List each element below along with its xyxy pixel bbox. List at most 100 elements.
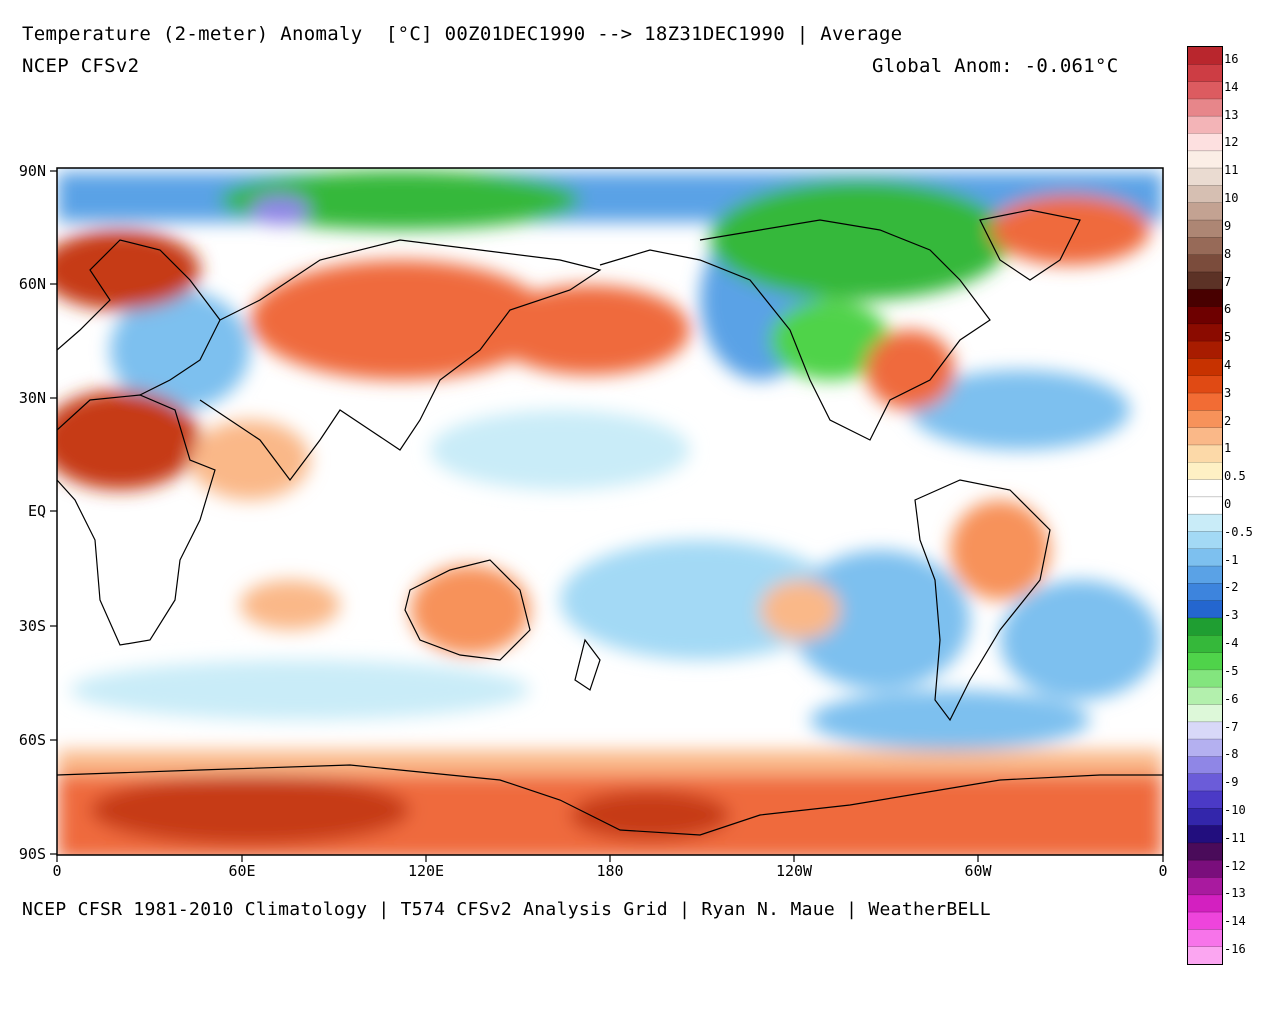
colorbar-label: 2 <box>1224 413 1232 428</box>
colorbar-label: -3 <box>1224 608 1239 623</box>
lat-tick-label: 60S <box>18 731 46 749</box>
lat-tick-label: 60N <box>18 275 46 293</box>
colorbar-label: -7 <box>1224 719 1239 734</box>
colorbar-label: 4 <box>1224 357 1232 372</box>
colorbar-swatch <box>1188 393 1222 411</box>
colorbar-swatch <box>1188 254 1222 273</box>
colorbar-label: -12 <box>1224 858 1246 873</box>
colorbar-label: 0 <box>1224 497 1232 511</box>
anomaly-field <box>57 168 1163 855</box>
colorbar-swatch <box>1188 617 1222 636</box>
colorbar-swatch <box>1188 583 1222 602</box>
colorbar-swatch <box>1188 531 1222 550</box>
lon-tick-label: 60W <box>964 862 992 880</box>
colorbar-swatch <box>1188 514 1222 532</box>
colorbar-swatch <box>1188 410 1222 429</box>
colorbar-swatch <box>1188 877 1222 896</box>
lat-tick-label: 90N <box>18 162 46 180</box>
colorbar-label: -5 <box>1224 663 1239 678</box>
lon-tick-label: 120W <box>775 862 813 880</box>
warm-region-greenland <box>990 195 1150 265</box>
colorbar-swatch <box>1188 237 1222 256</box>
colorbar-label: 0.5 <box>1224 469 1246 484</box>
coast-australia <box>404 559 531 661</box>
colorbar-swatch <box>1188 946 1222 964</box>
colorbar-label: -14 <box>1224 914 1246 929</box>
colorbar-swatch <box>1188 635 1222 654</box>
warm-region-eastern-us <box>865 330 955 410</box>
cool-region-central-pacific <box>430 410 690 490</box>
green-region-canada <box>710 180 1010 300</box>
colorbar-label: 16 <box>1224 52 1239 66</box>
model-name: NCEP CFSv2 <box>22 55 140 77</box>
colorbar-swatch <box>1188 375 1222 394</box>
colorbar-label: -0.5 <box>1224 524 1253 539</box>
colorbar-swatch <box>1188 739 1222 757</box>
credit-line: NCEP CFSR 1981-2010 Climatology | T574 C… <box>22 899 991 920</box>
colorbar-label: -8 <box>1224 747 1239 762</box>
colorbar-label: 11 <box>1224 163 1239 178</box>
lon-tick-label: 180 <box>596 862 624 880</box>
colorbar-swatch <box>1188 912 1222 930</box>
coast-new-zealand <box>574 638 601 691</box>
colorbar-label: -13 <box>1224 886 1246 901</box>
colorbar-swatch <box>1188 271 1222 290</box>
colorbar-label: 6 <box>1224 302 1232 317</box>
colorbar-swatch <box>1188 704 1222 723</box>
warm-region-sahara <box>57 390 200 490</box>
colorbar-swatch <box>1188 842 1222 861</box>
lat-tick-label: 30N <box>18 389 46 407</box>
warm-region-australia <box>410 565 530 655</box>
colorbar-swatch <box>1188 444 1222 463</box>
colorbar-swatch <box>1188 168 1222 186</box>
colorbar-label: 5 <box>1224 330 1232 345</box>
colorbar-swatch <box>1188 756 1222 775</box>
colorbar-label: -4 <box>1224 636 1239 651</box>
colorbar-swatch <box>1188 825 1222 844</box>
colorbar-swatch <box>1188 427 1222 446</box>
colorbar-swatch <box>1188 341 1222 359</box>
colorbar-label: -11 <box>1224 830 1246 845</box>
colorbar-label: 3 <box>1224 385 1232 400</box>
warm-region-north-pacific <box>490 285 690 375</box>
map-title: Temperature (2-meter) Anomaly [°C] 00Z01… <box>22 23 903 45</box>
colorbar-label: -2 <box>1224 580 1239 595</box>
colorbar-swatch <box>1188 496 1222 515</box>
cool-region-north-atlantic <box>910 370 1130 450</box>
warm-region-south-america <box>950 500 1050 600</box>
colorbar-swatch <box>1188 133 1222 152</box>
coast-africa <box>57 394 216 646</box>
colorbar-label: 12 <box>1224 135 1239 150</box>
colorbar-swatch <box>1188 323 1222 342</box>
colorbar-swatch <box>1188 600 1222 619</box>
colorbar-label: -9 <box>1224 775 1239 790</box>
colorbar-swatch <box>1188 64 1222 83</box>
cool-region-southeast-pacific <box>790 550 970 690</box>
colorbar-label: 13 <box>1224 107 1239 122</box>
warm-region-pacific-patch <box>760 580 840 640</box>
warm-region-indian-ocean <box>240 580 340 630</box>
axis-ticks <box>50 170 1164 862</box>
cool-region-europe <box>110 290 250 410</box>
colorbar-label: -10 <box>1224 802 1246 817</box>
colorbar-swatch <box>1188 185 1222 204</box>
colorbar-swatch <box>1188 652 1222 671</box>
colorbar-label: 1 <box>1224 441 1232 456</box>
coastlines <box>57 209 1163 836</box>
warm-region-asia <box>250 260 550 380</box>
cool-region-south-pacific <box>560 540 840 660</box>
colorbar-label: 9 <box>1224 218 1232 233</box>
colorbar-swatch <box>1188 306 1222 325</box>
colorbar-swatch <box>1188 566 1222 584</box>
coast-asia <box>199 239 602 481</box>
lon-tick-label: 60E <box>228 862 256 880</box>
warm-region-east-antarctica <box>90 775 410 845</box>
colorbar-label: -16 <box>1224 942 1246 956</box>
green-region-western-us <box>770 300 890 380</box>
green-region-arctic-ocean <box>220 170 580 230</box>
colorbar-swatch <box>1188 548 1222 567</box>
colorbar-swatch <box>1188 81 1222 100</box>
colorbar-label: 7 <box>1224 274 1232 289</box>
warm-region-india <box>190 420 310 500</box>
